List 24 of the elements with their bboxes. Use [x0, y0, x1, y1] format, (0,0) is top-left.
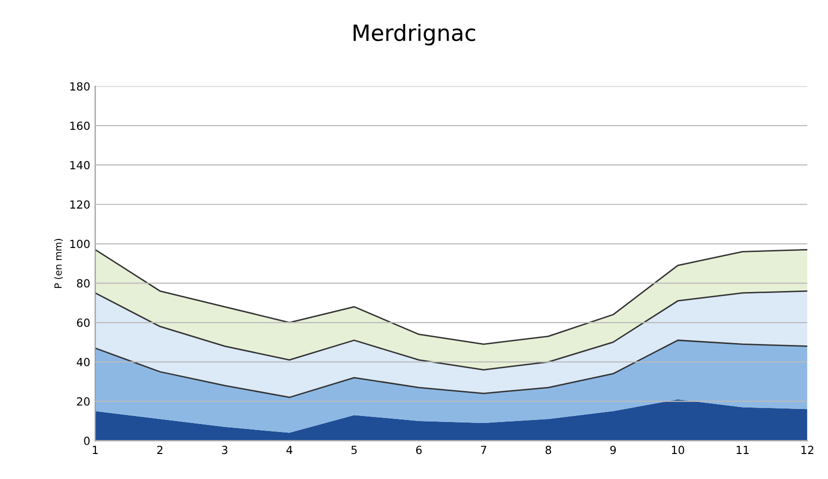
x-tick-label: 8 — [546, 446, 552, 454]
x-tick-label: 4 — [286, 446, 292, 454]
y-tick-label: 40 — [76, 358, 90, 366]
x-tick-label: 1 — [92, 446, 98, 454]
x-tick-label: 6 — [416, 446, 422, 454]
y-tick-label: 60 — [76, 318, 90, 327]
x-tick-label: 10 — [672, 446, 684, 454]
y-tick-label: 0 — [84, 436, 90, 446]
x-tick-label: 2 — [157, 446, 162, 454]
y-tick-label: 140 — [70, 160, 90, 170]
y-tick-label: 160 — [70, 122, 90, 130]
y-tick-label: 180 — [70, 82, 90, 91]
y-tick-label: 20 — [77, 397, 90, 406]
y-tick-label: 100 — [70, 240, 90, 248]
x-tick-label: 7 — [481, 446, 486, 454]
y-tick-label: 80 — [76, 279, 90, 288]
x-tick-label: 11 — [736, 446, 749, 454]
x-tick-label: 12 — [801, 446, 814, 454]
x-tick-label: 5 — [351, 446, 357, 454]
x-tick-label: 9 — [610, 446, 616, 454]
y-tick-label: 120 — [70, 200, 90, 209]
y-axis-title: P (en mm) — [54, 238, 63, 288]
x-tick-label: 3 — [222, 446, 228, 454]
chart-title: Merdrignac — [354, 24, 476, 46]
